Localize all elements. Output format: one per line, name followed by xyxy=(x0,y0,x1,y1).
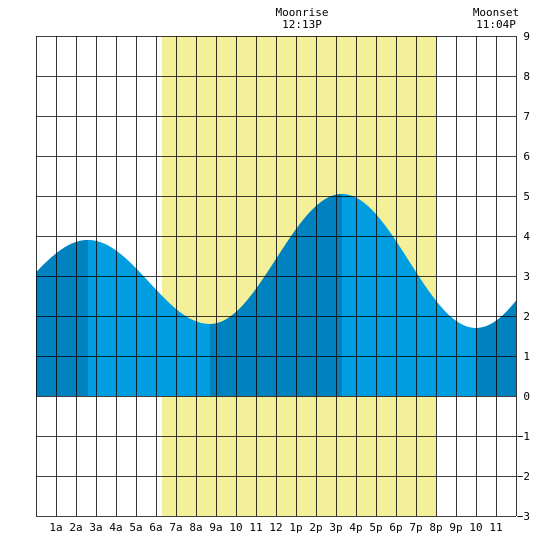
x-tick-label: 7p xyxy=(409,521,422,534)
moonrise-title: Moonrise xyxy=(276,6,329,19)
x-tick-label: 10 xyxy=(229,521,242,534)
y-tick-label: 6 xyxy=(523,150,530,163)
x-tick-label: 8p xyxy=(429,521,442,534)
x-tick-label: 7a xyxy=(169,521,182,534)
x-tick-label: 11 xyxy=(249,521,262,534)
y-tick-label: −1 xyxy=(517,430,530,443)
x-tick-label: 8a xyxy=(189,521,202,534)
y-tick-label: 4 xyxy=(523,230,530,243)
x-tick-label: 9a xyxy=(209,521,222,534)
y-tick-label: 3 xyxy=(523,270,530,283)
y-tick-label: 1 xyxy=(523,350,530,363)
x-tick-label: 2a xyxy=(69,521,82,534)
x-tick-label: 6p xyxy=(389,521,402,534)
x-tick-label: 5p xyxy=(369,521,382,534)
x-tick-label: 6a xyxy=(149,521,162,534)
x-tick-label: 4p xyxy=(349,521,362,534)
moonrise-time: 12:13P xyxy=(282,18,322,31)
y-tick-label: 0 xyxy=(523,390,530,403)
x-tick-label: 1a xyxy=(49,521,62,534)
y-tick-label: 7 xyxy=(523,110,530,123)
x-tick-label: 9p xyxy=(449,521,462,534)
tide-dark-band-2 xyxy=(476,300,516,396)
tide-dark-band-0 xyxy=(36,240,88,396)
x-tick-label: 11 xyxy=(489,521,502,534)
x-tick-label: 4a xyxy=(109,521,122,534)
y-tick-label: 9 xyxy=(523,30,530,43)
y-tick-label: 2 xyxy=(523,310,530,323)
y-tick-label: −2 xyxy=(517,470,530,483)
x-tick-label: 10 xyxy=(469,521,482,534)
y-tick-label: 8 xyxy=(523,70,530,83)
x-tick-label: 3a xyxy=(89,521,102,534)
x-tick-label: 12 xyxy=(269,521,282,534)
x-tick-label: 2p xyxy=(309,521,322,534)
x-tick-label: 3p xyxy=(329,521,342,534)
tide-dark-band-1 xyxy=(210,194,342,396)
y-tick-label: −3 xyxy=(517,510,530,523)
x-tick-label: 5a xyxy=(129,521,142,534)
moonset-title: Moonset xyxy=(473,6,519,19)
moonset-time: 11:04P xyxy=(476,18,516,31)
x-tick-label: 1p xyxy=(289,521,302,534)
y-tick-label: 5 xyxy=(523,190,530,203)
